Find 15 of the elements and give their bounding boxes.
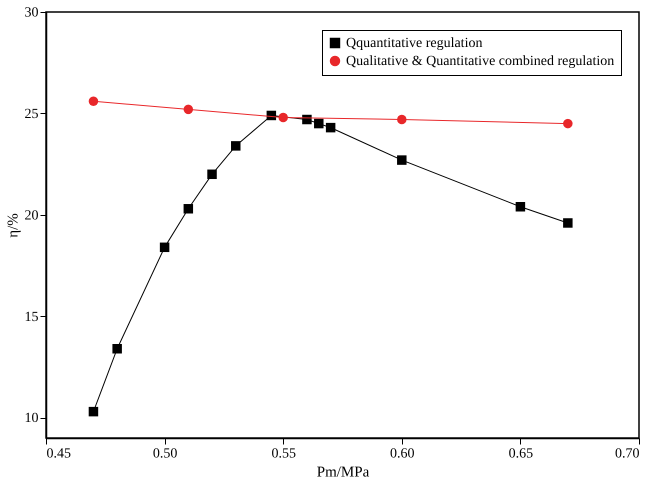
x-tick-label: 0.55	[271, 446, 296, 462]
y-tick-label: 25	[24, 106, 38, 122]
x-tick-label: 0.45	[46, 446, 71, 462]
x-tick-label: 0.65	[508, 446, 534, 462]
y-tick-label: 20	[24, 208, 38, 224]
y-tick-label: 30	[24, 6, 38, 20]
x-axis-title: Pm/MPa	[316, 464, 370, 480]
x-tick-label: 0.60	[390, 446, 415, 462]
y-tick-label: 10	[24, 411, 38, 426]
y-axis-title: η/%	[6, 213, 22, 238]
legend-label: Qquantitative regulation	[346, 36, 482, 51]
x-tick-label: 0.50	[152, 446, 178, 462]
x-tick-label: 0.70	[615, 446, 640, 462]
legend-label: Qualitative & Quantitative combined regulation	[346, 54, 614, 69]
y-tick-label: 15	[24, 310, 38, 325]
